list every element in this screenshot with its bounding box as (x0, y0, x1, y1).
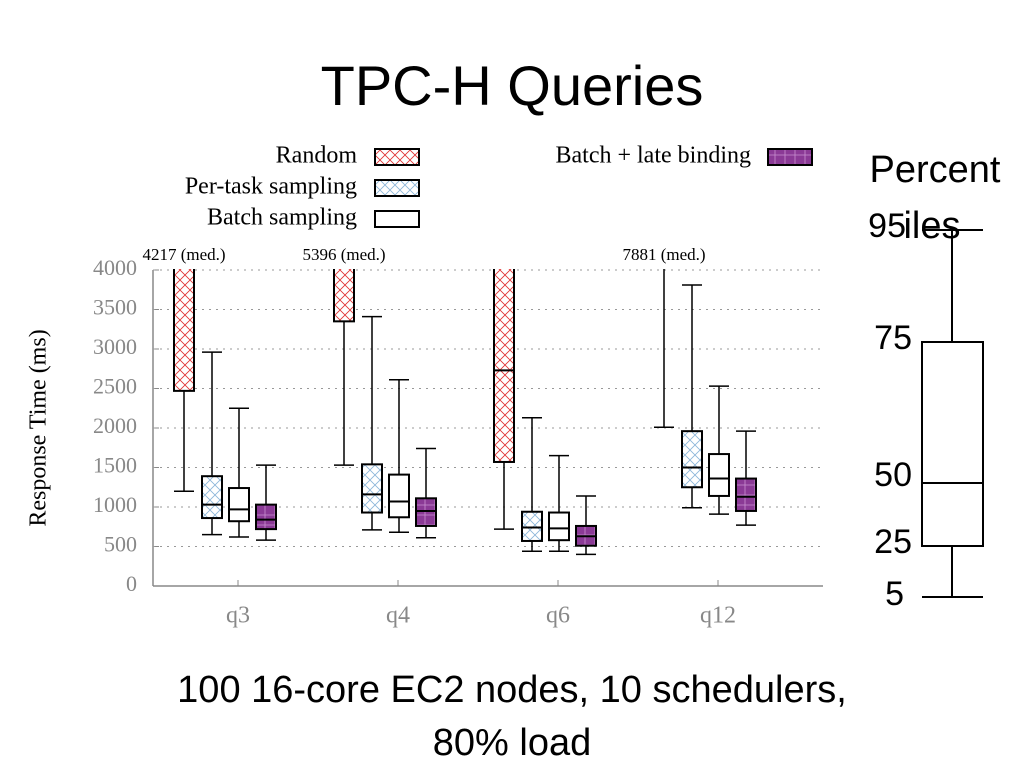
key-title: Percent (870, 149, 1001, 191)
x-tick-label: q6 (546, 603, 570, 629)
key-label: 5 (885, 575, 904, 613)
legend-swatch (767, 148, 813, 166)
chart-title: TPC-H Queries (321, 54, 704, 117)
box (333, 269, 355, 323)
x-tick-label: q12 (700, 603, 736, 629)
plot-area (173, 269, 757, 556)
legend-label: Random (276, 143, 358, 169)
x-tick-label: q3 (226, 603, 250, 629)
y-tick-label: 2500 (93, 374, 137, 399)
median-label: 5396 (med.) (302, 245, 385, 264)
box (388, 473, 410, 519)
subtitle: 80% load (433, 722, 591, 764)
subtitle: 100 16-core EC2 nodes, 10 schedulers, (177, 669, 847, 711)
legend-swatch (374, 179, 420, 197)
y-tick-label: 1000 (93, 492, 137, 517)
key-title: iles (903, 205, 960, 247)
y-tick-label: 0 (126, 571, 137, 596)
box (493, 269, 515, 463)
box (201, 475, 223, 520)
box (708, 453, 730, 497)
box (735, 477, 757, 512)
legend-label: Batch sampling (207, 205, 357, 231)
y-tick-label: 1500 (93, 453, 137, 478)
key-label: 95 (868, 207, 906, 245)
median-label: 4217 (med.) (142, 245, 225, 264)
box (415, 497, 437, 527)
y-tick-label: 4000 (93, 255, 137, 280)
box (521, 510, 543, 542)
box (361, 463, 383, 514)
key-label: 25 (874, 523, 912, 561)
y-axis-label: Response Time (ms) (26, 329, 52, 526)
key-box (921, 341, 984, 547)
legend-swatch (374, 148, 420, 166)
median-label: 7881 (med.) (622, 245, 705, 264)
y-tick-label: 3500 (93, 295, 137, 320)
key-label: 75 (874, 319, 912, 357)
legend-swatch (374, 210, 420, 228)
x-tick-label: q4 (386, 603, 410, 629)
box (681, 430, 703, 489)
legend-label: Batch + late binding (556, 143, 752, 169)
y-tick-label: 500 (104, 532, 137, 557)
legend-label: Per-task sampling (185, 174, 357, 200)
y-tick-label: 2000 (93, 413, 137, 438)
box (228, 487, 250, 523)
box (255, 503, 277, 531)
box (173, 269, 195, 392)
key-label: 50 (874, 456, 912, 494)
box (548, 511, 570, 542)
y-tick-label: 3000 (93, 334, 137, 359)
